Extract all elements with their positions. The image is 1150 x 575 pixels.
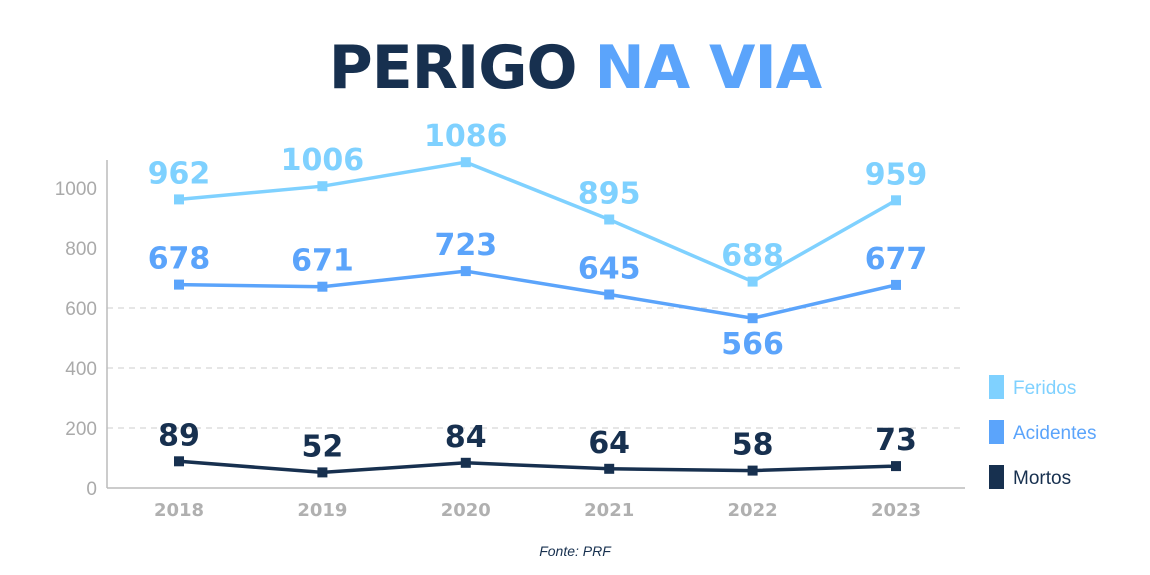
data-point bbox=[891, 195, 901, 206]
legend-item: Mortos bbox=[989, 465, 1071, 489]
y-tick-label: 0 bbox=[86, 479, 97, 500]
series-feridos: 962 1006 1086 895 688 959 bbox=[148, 119, 928, 287]
data-label: 1086 bbox=[424, 119, 508, 154]
y-tick-label: 400 bbox=[65, 359, 97, 380]
data-label: 645 bbox=[578, 252, 641, 287]
data-label: 1006 bbox=[281, 143, 365, 178]
data-label: 962 bbox=[148, 156, 211, 191]
data-label: 688 bbox=[721, 239, 784, 274]
data-label: 895 bbox=[578, 177, 641, 212]
data-label: 566 bbox=[721, 327, 784, 362]
data-point bbox=[891, 279, 901, 290]
data-label: 723 bbox=[434, 228, 497, 263]
legend-swatch bbox=[989, 375, 1004, 399]
title-part-2: NA VIA bbox=[595, 33, 823, 103]
data-point bbox=[317, 281, 328, 292]
data-point bbox=[604, 289, 615, 300]
legend-swatch bbox=[989, 465, 1004, 489]
data-point bbox=[604, 463, 615, 474]
data-label: 671 bbox=[291, 244, 354, 279]
data-point bbox=[174, 279, 184, 290]
data-point bbox=[460, 266, 471, 277]
legend-item: Acidentes bbox=[989, 420, 1096, 444]
data-point bbox=[174, 456, 184, 467]
data-point bbox=[891, 461, 901, 472]
data-label: 73 bbox=[875, 423, 917, 458]
legend-label: Feridos bbox=[1013, 378, 1076, 399]
data-point bbox=[317, 181, 328, 192]
series-acidentes: 678 671 723 645 566 677 bbox=[148, 228, 928, 362]
data-point bbox=[604, 214, 615, 225]
x-tick-label: 2021 bbox=[584, 500, 634, 521]
x-tick-label: 2019 bbox=[297, 500, 347, 521]
x-tick-label: 2020 bbox=[441, 500, 491, 521]
legend-label: Mortos bbox=[1013, 468, 1071, 489]
data-point bbox=[460, 457, 471, 468]
series-line bbox=[178, 269, 897, 320]
legend-label: Acidentes bbox=[1013, 423, 1096, 444]
data-label: 89 bbox=[158, 418, 200, 453]
data-label: 64 bbox=[588, 426, 630, 461]
source-note: Fonte: PRF bbox=[539, 543, 612, 559]
data-point bbox=[747, 313, 758, 324]
data-label: 52 bbox=[302, 429, 344, 464]
data-point bbox=[747, 465, 758, 476]
series-line bbox=[178, 459, 897, 475]
x-tick-label: 2022 bbox=[728, 500, 778, 521]
data-label: 959 bbox=[865, 157, 928, 192]
chart-title: PERIGO NA VIA bbox=[329, 33, 823, 103]
x-tick-label: 2023 bbox=[871, 500, 921, 521]
y-tick-label: 1000 bbox=[55, 179, 97, 200]
series-mortos: 89 52 84 64 58 73 bbox=[158, 418, 917, 478]
y-tick-label: 600 bbox=[65, 299, 97, 320]
title-part-1: PERIGO bbox=[329, 33, 577, 103]
data-point bbox=[174, 194, 184, 205]
series-line bbox=[178, 160, 897, 284]
data-label: 677 bbox=[865, 242, 928, 277]
y-tick-label: 800 bbox=[65, 239, 97, 260]
y-tick-label: 200 bbox=[65, 419, 97, 440]
legend-swatch bbox=[989, 420, 1004, 444]
x-tick-label: 2018 bbox=[154, 500, 204, 521]
data-point bbox=[460, 157, 471, 168]
data-point bbox=[747, 276, 758, 287]
legend-item: Feridos bbox=[989, 375, 1076, 399]
data-label: 84 bbox=[445, 420, 487, 455]
data-point bbox=[317, 467, 328, 478]
data-label: 678 bbox=[148, 242, 211, 277]
data-label: 58 bbox=[732, 428, 774, 463]
